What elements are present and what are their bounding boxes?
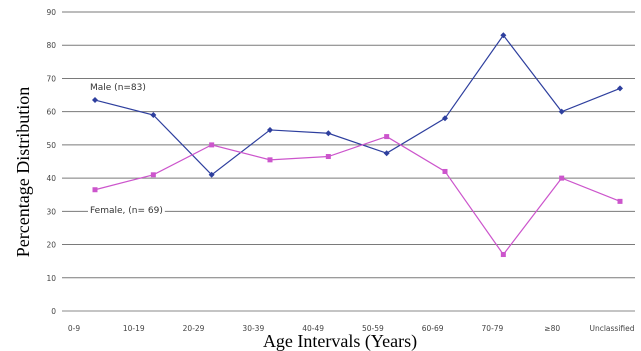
y-tick-label: 40	[46, 174, 56, 183]
data-point	[150, 111, 157, 118]
data-point	[617, 85, 623, 92]
y-axis-label: Percentage Distribution	[13, 87, 33, 257]
data-point	[559, 175, 565, 181]
x-tick-label: 50-59	[362, 324, 384, 333]
x-tick-label: 70-79	[482, 324, 504, 333]
data-point	[325, 154, 331, 160]
data-point	[267, 157, 273, 163]
y-tick-label: 10	[46, 274, 56, 283]
data-point	[150, 172, 156, 178]
x-tick-label: 0-9	[68, 324, 80, 333]
y-tick-label: 50	[46, 141, 56, 150]
x-tick-label: 20-29	[183, 324, 205, 333]
series-line	[94, 34, 621, 176]
data-point	[500, 252, 506, 258]
data-point	[442, 168, 448, 174]
series-layer	[92, 32, 623, 258]
female-series-label: Female, (n= 69)	[90, 206, 163, 216]
y-tick-label: 0	[51, 307, 56, 316]
y-tick-label: 70	[46, 74, 56, 83]
y-tick-label: 20	[46, 241, 56, 250]
data-point	[92, 187, 98, 193]
series-male	[92, 32, 623, 178]
data-point	[558, 108, 565, 115]
series-line	[94, 135, 621, 256]
series-label-background	[88, 205, 165, 217]
data-point	[92, 97, 98, 104]
gridlines	[62, 11, 635, 279]
x-tick-label: 40-49	[302, 324, 324, 333]
series-female	[92, 134, 623, 258]
y-tick-label: 80	[46, 41, 56, 50]
data-point	[500, 32, 507, 39]
data-point	[325, 130, 332, 137]
x-tick-label: 30-39	[242, 324, 264, 333]
y-tick-labels: 0 10 20 30 40 50 60 70 80 90	[46, 8, 56, 316]
data-point	[208, 171, 215, 178]
data-point	[442, 115, 448, 122]
x-tick-label: Unclassified	[589, 324, 634, 333]
x-tick-labels: 0-9 10-19 20-29 30-39 40-49 50-59 60-69 70-79 ≥8…	[68, 324, 635, 333]
data-point	[209, 142, 215, 148]
x-tick-label: 10-19	[123, 324, 145, 333]
male-series-label: Male (n=83)	[90, 83, 146, 93]
data-point	[383, 150, 390, 157]
x-axis-label: Age Intervals (Years)	[263, 331, 417, 351]
series-label-background	[88, 82, 148, 94]
data-point	[384, 134, 390, 140]
x-tick-label: 60-69	[422, 324, 444, 333]
y-tick-label: 30	[46, 207, 56, 216]
data-point	[267, 126, 273, 133]
x-tick-label: ≥80	[544, 324, 560, 333]
y-tick-label: 90	[46, 8, 56, 17]
data-point	[617, 198, 623, 204]
y-tick-label: 60	[46, 108, 56, 117]
